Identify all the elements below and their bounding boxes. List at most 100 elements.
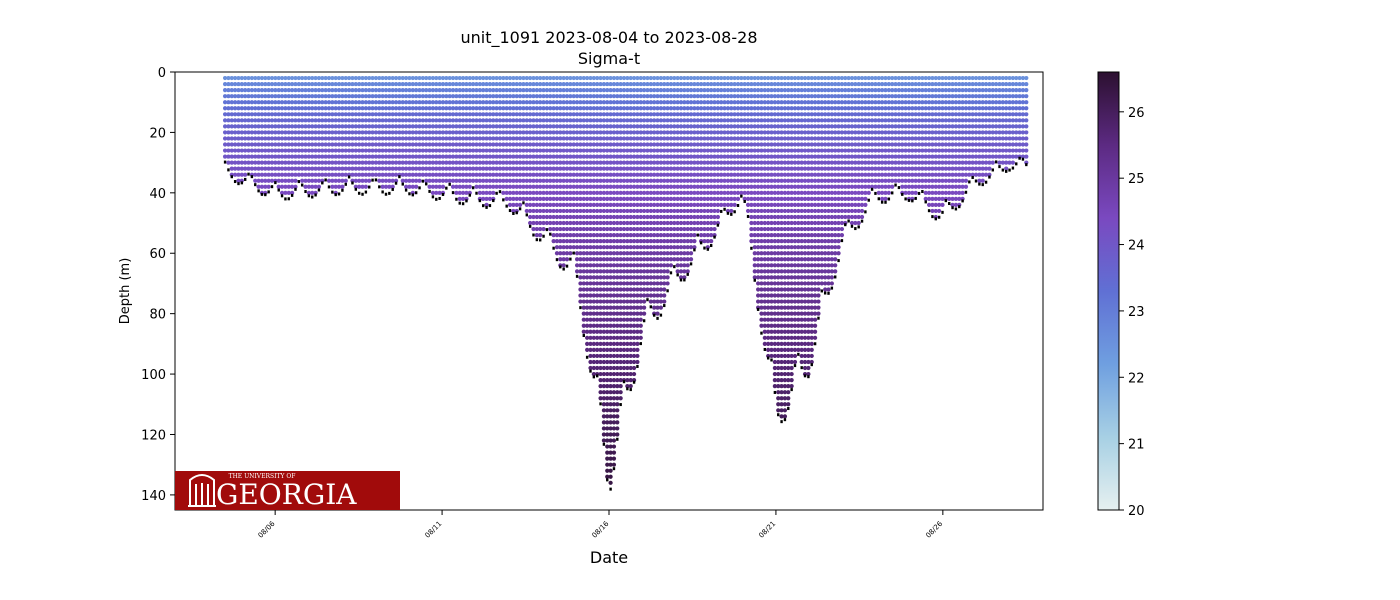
sigma-t-point xyxy=(511,196,516,201)
sigma-t-point xyxy=(310,124,315,129)
sigma-t-point xyxy=(595,160,600,165)
sigma-t-point xyxy=(400,100,405,105)
sigma-t-point xyxy=(511,112,516,117)
sigma-t-point xyxy=(568,94,573,99)
bottom-mark xyxy=(321,181,324,185)
sigma-t-point xyxy=(286,154,291,159)
sigma-t-point xyxy=(564,88,570,93)
sigma-t-point xyxy=(326,88,332,93)
bottom-mark xyxy=(689,262,693,266)
sigma-t-point xyxy=(574,251,580,256)
sigma-t-point xyxy=(497,136,503,141)
sigma-t-point xyxy=(504,160,509,165)
sigma-t-point xyxy=(504,178,509,183)
profile-cast xyxy=(494,75,499,195)
bottom-mark xyxy=(686,272,689,276)
sigma-t-point xyxy=(437,136,442,141)
sigma-t-point xyxy=(430,81,436,87)
sigma-t-point xyxy=(474,178,479,183)
sigma-t-point xyxy=(236,154,241,159)
profile-cast xyxy=(393,75,399,185)
sigma-t-point xyxy=(249,124,254,129)
sigma-t-point xyxy=(635,353,640,359)
sigma-t-point xyxy=(494,81,499,87)
bottom-mark xyxy=(562,267,565,271)
sigma-t-point xyxy=(323,118,328,123)
sigma-t-point xyxy=(243,100,248,105)
bottom-mark xyxy=(270,185,274,189)
sigma-t-point xyxy=(504,88,509,93)
sigma-t-point xyxy=(226,106,231,111)
sigma-t-point xyxy=(306,106,311,111)
sigma-t-point xyxy=(276,166,281,171)
sigma-t-point xyxy=(578,287,583,292)
sigma-t-point xyxy=(477,142,482,147)
sigma-t-point xyxy=(595,172,600,177)
sigma-t-point xyxy=(564,142,570,147)
sigma-t-point xyxy=(420,142,425,147)
sigma-t-point xyxy=(347,142,352,147)
sigma-t-point xyxy=(467,166,472,171)
sigma-t-point xyxy=(347,154,352,159)
bottom-mark xyxy=(388,191,391,195)
sigma-t-point xyxy=(363,130,368,135)
sigma-t-point xyxy=(437,178,442,183)
sigma-t-point xyxy=(407,100,412,105)
sigma-t-point xyxy=(457,106,462,111)
bottom-mark xyxy=(669,271,673,275)
profile-cast xyxy=(427,75,432,193)
sigma-t-point xyxy=(528,112,533,117)
sigma-t-point xyxy=(588,214,593,220)
sigma-t-point xyxy=(316,75,322,81)
sigma-t-point xyxy=(544,88,550,93)
sigma-t-point xyxy=(404,172,409,177)
sigma-t-point xyxy=(236,94,241,99)
sigma-t-point xyxy=(611,124,617,129)
sigma-t-point xyxy=(477,81,482,87)
sigma-t-point xyxy=(226,112,231,117)
sigma-t-point xyxy=(598,196,603,201)
sigma-t-point xyxy=(340,81,345,87)
sigma-t-point xyxy=(303,160,308,165)
sigma-t-point xyxy=(414,136,419,141)
profile-cast xyxy=(306,75,311,198)
sigma-t-point xyxy=(601,305,607,310)
sigma-t-point xyxy=(310,88,315,93)
sigma-t-point xyxy=(487,106,493,111)
profile-cast xyxy=(487,75,493,208)
sigma-t-point xyxy=(471,154,476,159)
sigma-t-point xyxy=(611,130,617,135)
sigma-t-point xyxy=(605,233,610,238)
sigma-t-point xyxy=(544,220,550,226)
profile-cast xyxy=(517,75,523,211)
sigma-t-point xyxy=(571,220,576,226)
bottom-mark xyxy=(750,246,753,250)
sigma-t-point xyxy=(440,118,446,123)
sigma-t-point xyxy=(481,172,486,177)
bottom-mark xyxy=(361,192,364,196)
sigma-t-point xyxy=(528,208,533,214)
sigma-t-point xyxy=(595,130,600,135)
sigma-t-point xyxy=(467,178,472,183)
sigma-t-point xyxy=(360,136,365,141)
sigma-t-point xyxy=(454,124,459,129)
sigma-t-point xyxy=(507,196,513,201)
sigma-t-point xyxy=(290,106,295,111)
sigma-t-point xyxy=(310,184,315,189)
sigma-t-point xyxy=(521,94,526,99)
sigma-t-point xyxy=(511,202,516,208)
sigma-t-point xyxy=(303,142,308,147)
sigma-t-point xyxy=(598,142,603,147)
sigma-t-point xyxy=(370,172,375,177)
sigma-t-point xyxy=(561,208,566,214)
sigma-t-point xyxy=(256,160,261,165)
profile-cast xyxy=(548,75,553,236)
sigma-t-point xyxy=(564,148,570,153)
sigma-t-point xyxy=(233,142,238,147)
sigma-t-point xyxy=(377,75,382,81)
sigma-t-point xyxy=(363,154,368,159)
sigma-t-point xyxy=(591,263,596,268)
sigma-t-point xyxy=(474,88,479,93)
sigma-t-point xyxy=(571,166,576,171)
sigma-t-point xyxy=(457,148,462,153)
